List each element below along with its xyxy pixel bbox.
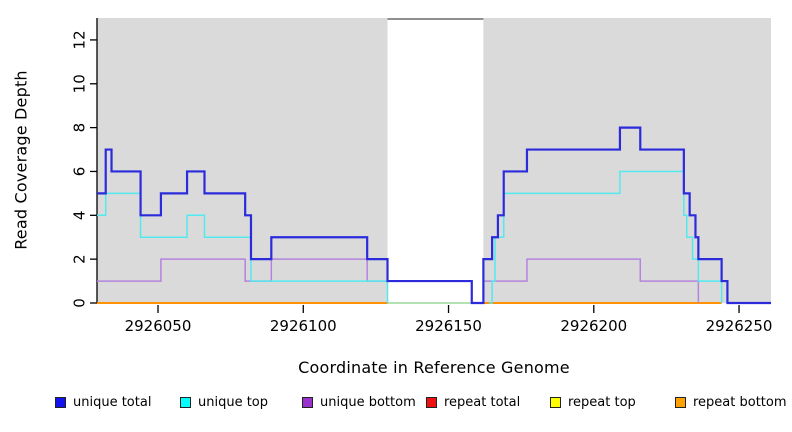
y-tick-label: 2 <box>71 254 89 264</box>
legend-swatch-icon <box>426 396 437 408</box>
y-tick-label: 8 <box>71 123 89 133</box>
gap-region <box>387 18 484 303</box>
x-tick-label: 2926250 <box>706 317 773 335</box>
legend-label: repeat bottom <box>693 394 787 410</box>
legend: unique total unique top unique bottom repea… <box>0 394 792 418</box>
legend-item-repeat-bottom: repeat bottom <box>675 394 787 410</box>
legend-label: unique bottom <box>320 394 416 410</box>
legend-label: repeat total <box>444 394 521 410</box>
y-tick-label: 12 <box>71 30 89 49</box>
legend-label: repeat top <box>568 394 636 410</box>
y-tick-label: 6 <box>71 167 89 177</box>
series-line-unique-total <box>97 126 771 305</box>
legend-label: unique top <box>198 394 269 410</box>
y-tick-label: 4 <box>71 211 89 221</box>
legend-swatch-icon <box>675 396 686 408</box>
x-tick-label: 2926150 <box>415 317 482 335</box>
x-axis-title: Coordinate in Reference Genome <box>298 358 570 377</box>
y-tick-label: 0 <box>71 298 89 308</box>
legend-item-repeat-top: repeat top <box>550 394 636 410</box>
legend-item-unique-bottom: unique bottom <box>302 394 416 410</box>
x-tick-label: 2926100 <box>270 317 337 335</box>
legend-swatch-icon <box>302 396 313 408</box>
legend-label: unique total <box>73 394 152 410</box>
legend-swatch-icon <box>550 396 561 408</box>
x-tick-label: 2926200 <box>560 317 627 335</box>
y-tick-label: 10 <box>71 74 89 93</box>
y-axis-title: Read Coverage Depth <box>11 70 31 250</box>
legend-swatch-icon <box>180 396 191 408</box>
legend-item-unique-total: unique total <box>55 394 151 410</box>
x-tick-label: 2926050 <box>125 317 192 335</box>
legend-swatch-icon <box>55 396 66 408</box>
legend-item-unique-top: unique top <box>180 394 268 410</box>
legend-item-repeat-total: repeat total <box>426 394 520 410</box>
